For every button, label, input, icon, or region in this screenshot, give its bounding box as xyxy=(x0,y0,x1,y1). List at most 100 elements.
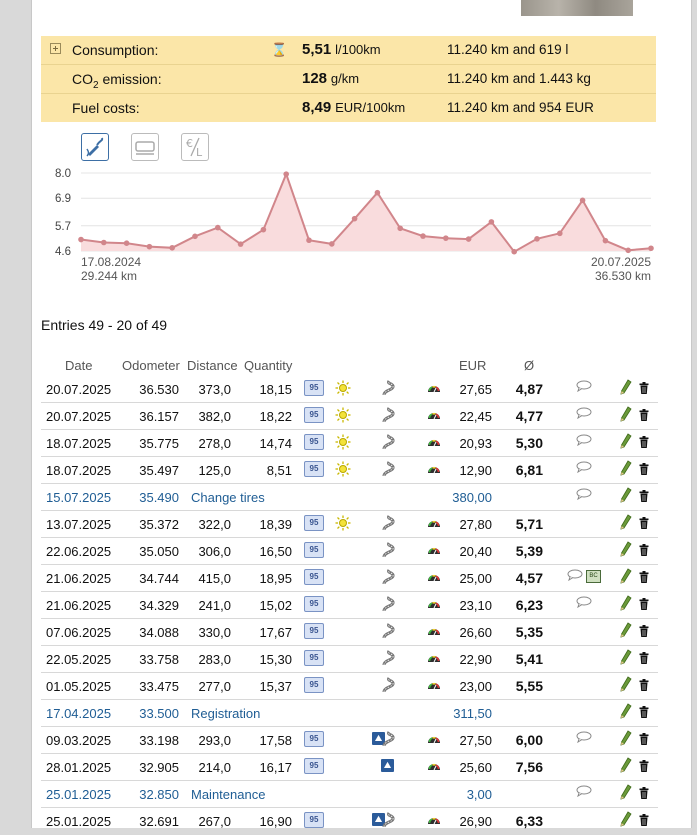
edit-pencil-icon[interactable] xyxy=(620,757,632,773)
edit-pencil-icon[interactable] xyxy=(620,406,632,422)
expand-icon[interactable] xyxy=(50,43,61,54)
edit-pencil-icon[interactable] xyxy=(620,433,632,449)
delete-trash-icon[interactable] xyxy=(639,517,649,529)
fuel-row[interactable]: 13.07.2025 35.372 322,0 18,39 95 27,80 5,71 xyxy=(41,511,658,538)
fuel-row[interactable]: 07.06.2025 34.088 330,0 17,67 95 26,60 5,35 xyxy=(41,619,658,646)
chart-point[interactable] xyxy=(101,239,107,246)
edit-pencil-icon[interactable] xyxy=(620,676,632,692)
fuel-row[interactable]: 21.06.2025 34.744 415,0 18,95 95 25,00 4,57 BC xyxy=(41,565,658,592)
chart-costs-button[interactable]: € L xyxy=(181,133,209,161)
chart-point[interactable] xyxy=(237,241,244,247)
comment-icon[interactable] xyxy=(567,569,583,581)
chart-point[interactable] xyxy=(511,248,517,255)
fuel-row[interactable]: 18.07.2025 35.497 125,0 8,51 95 12,90 6,81 xyxy=(41,457,658,484)
delete-trash-icon[interactable] xyxy=(639,652,649,664)
row-quantity: 16,17 xyxy=(259,760,292,775)
edit-pencil-icon[interactable] xyxy=(620,568,632,584)
chart-point[interactable] xyxy=(420,233,426,239)
comment-icon[interactable] xyxy=(576,407,592,419)
chart-point[interactable] xyxy=(283,171,289,177)
fuel-row[interactable]: 20.07.2025 36.530 373,0 18,15 95 27,65 4,87 xyxy=(41,376,658,403)
col-date[interactable]: Date xyxy=(65,358,93,373)
delete-trash-icon[interactable] xyxy=(639,490,649,502)
delete-trash-icon[interactable] xyxy=(639,787,649,799)
chart-point[interactable] xyxy=(123,240,130,246)
delete-trash-icon[interactable] xyxy=(639,706,649,718)
chart-point[interactable] xyxy=(465,236,472,242)
chart-point[interactable] xyxy=(146,243,153,250)
comment-icon[interactable] xyxy=(576,596,592,608)
delete-trash-icon[interactable] xyxy=(639,544,649,556)
chart-point[interactable] xyxy=(260,226,267,233)
edit-pencil-icon[interactable] xyxy=(620,784,632,800)
edit-pencil-icon[interactable] xyxy=(620,487,632,503)
chart-point[interactable] xyxy=(534,236,540,242)
delete-trash-icon[interactable] xyxy=(639,814,649,826)
chart-point[interactable] xyxy=(329,241,335,247)
delete-trash-icon[interactable] xyxy=(639,679,649,691)
chart-co2-button[interactable] xyxy=(131,133,159,161)
chart-point[interactable] xyxy=(215,224,221,231)
chart-point[interactable] xyxy=(602,237,609,244)
delete-trash-icon[interactable] xyxy=(639,625,649,637)
fuel-row[interactable]: 09.03.2025 33.198 293,0 17,58 95 ⛰ 27,50 6,00 xyxy=(41,727,658,754)
hourglass-icon[interactable]: ⌛ xyxy=(271,42,288,57)
edit-pencil-icon[interactable] xyxy=(620,622,632,638)
edit-pencil-icon[interactable] xyxy=(620,514,632,530)
comment-icon[interactable] xyxy=(576,731,592,743)
col-odometer[interactable]: Odometer xyxy=(122,358,180,373)
delete-trash-icon[interactable] xyxy=(639,409,649,421)
col-distance[interactable]: Distance xyxy=(187,358,238,373)
comment-icon[interactable] xyxy=(576,434,592,446)
chart-point[interactable] xyxy=(306,237,312,244)
service-row[interactable]: 15.07.2025 35.490 Change tires 380,00 xyxy=(41,484,658,511)
delete-trash-icon[interactable] xyxy=(639,436,649,448)
chart-point[interactable] xyxy=(397,225,404,232)
fuel-row[interactable]: 25.01.2025 32.691 267,0 16,90 95 ⛰ 26,90 6,33 xyxy=(41,808,658,835)
chart-point[interactable] xyxy=(374,189,381,196)
chart-point[interactable] xyxy=(443,235,449,241)
edit-pencil-icon[interactable] xyxy=(620,541,632,557)
delete-trash-icon[interactable] xyxy=(639,571,649,583)
delete-trash-icon[interactable] xyxy=(639,760,649,772)
comment-icon[interactable] xyxy=(576,785,592,797)
edit-pencil-icon[interactable] xyxy=(620,379,632,395)
board-computer-icon[interactable]: BC xyxy=(586,570,601,583)
delete-trash-icon[interactable] xyxy=(639,598,649,610)
edit-pencil-icon[interactable] xyxy=(620,811,632,827)
col-eur[interactable]: EUR xyxy=(459,358,487,373)
chart-point[interactable] xyxy=(557,230,563,237)
service-row[interactable]: 25.01.2025 32.850 Maintenance 3,00 xyxy=(41,781,658,808)
col-quantity[interactable]: Quantity xyxy=(244,358,293,373)
edit-pencil-icon[interactable] xyxy=(620,730,632,746)
chart-consumption-button[interactable] xyxy=(81,133,109,161)
service-row[interactable]: 17.04.2025 33.500 Registration 311,50 xyxy=(41,700,658,727)
chart-point[interactable] xyxy=(648,245,654,252)
chart-point[interactable] xyxy=(78,236,84,243)
edit-pencil-icon[interactable] xyxy=(620,595,632,611)
fuel-row[interactable]: 22.05.2025 33.758 283,0 15,30 95 22,90 5,41 xyxy=(41,646,658,673)
delete-trash-icon[interactable] xyxy=(639,382,649,394)
delete-trash-icon[interactable] xyxy=(639,733,649,745)
chart-point[interactable] xyxy=(169,244,175,251)
fuel-row[interactable]: 28.01.2025 32.905 214,0 16,17 95 ⛰ 25,60 7,56 xyxy=(41,754,658,781)
fuel-row[interactable]: 01.05.2025 33.475 277,0 15,37 95 23,00 5,55 xyxy=(41,673,658,700)
chart-point[interactable] xyxy=(488,219,495,225)
chart-point[interactable] xyxy=(579,197,586,204)
col-average[interactable]: Ø xyxy=(524,358,535,373)
comment-icon[interactable] xyxy=(576,488,592,500)
fuel-row[interactable]: 22.06.2025 35.050 306,0 16,50 95 20,40 5,39 xyxy=(41,538,658,565)
edit-pencil-icon[interactable] xyxy=(620,460,632,476)
fuel-row[interactable]: 21.06.2025 34.329 241,0 15,02 95 23,10 6,23 xyxy=(41,592,658,619)
delete-trash-icon[interactable] xyxy=(639,463,649,475)
comment-icon[interactable] xyxy=(576,380,592,392)
fuel-row[interactable]: 20.07.2025 36.157 382,0 18,22 95 22,45 4,77 xyxy=(41,403,658,430)
fuel-row[interactable]: 18.07.2025 35.775 278,0 14,74 95 20,93 5,30 xyxy=(41,430,658,457)
edit-pencil-icon[interactable] xyxy=(620,649,632,665)
chart-point[interactable] xyxy=(351,215,358,222)
chart-point[interactable] xyxy=(625,247,631,254)
chart-point[interactable] xyxy=(192,233,198,240)
comment-icon[interactable] xyxy=(576,461,592,473)
edit-pencil-icon[interactable] xyxy=(620,703,632,719)
vehicle-photo[interactable] xyxy=(521,0,633,16)
